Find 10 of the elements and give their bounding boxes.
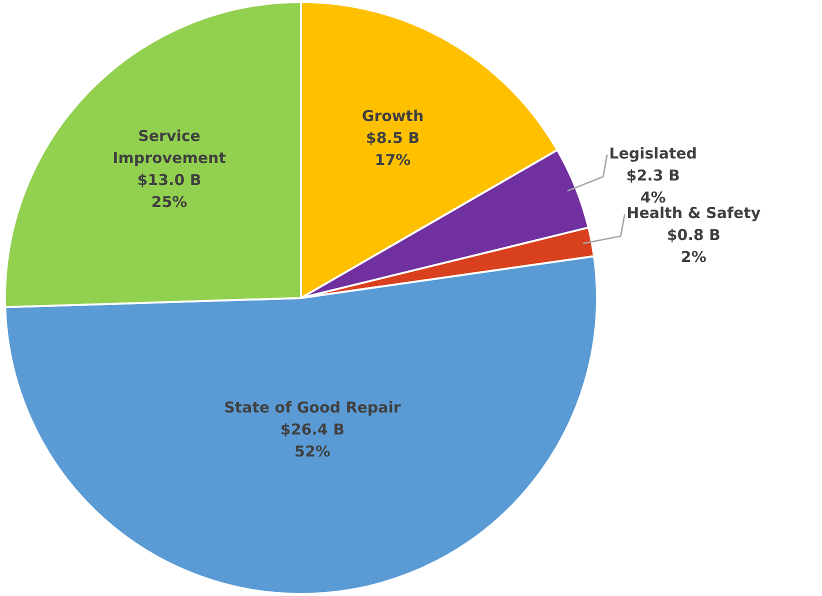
data-label: $26.4 B 52% — [280, 420, 345, 461]
data-label: $13.0 B 25% — [137, 171, 202, 212]
slice-label: Service Improvement — [112, 127, 226, 168]
slice-label: State of Good Repair — [224, 398, 402, 417]
data-label: $8.5 B 17% — [366, 128, 420, 169]
data-label: $2.3 B 4% — [626, 166, 680, 207]
slice-label: Health & Safety — [626, 204, 761, 222]
slice-label: Legislated — [609, 144, 698, 163]
slice-label: Growth — [362, 106, 424, 125]
data-label: $0.8 B 2% — [666, 226, 720, 266]
